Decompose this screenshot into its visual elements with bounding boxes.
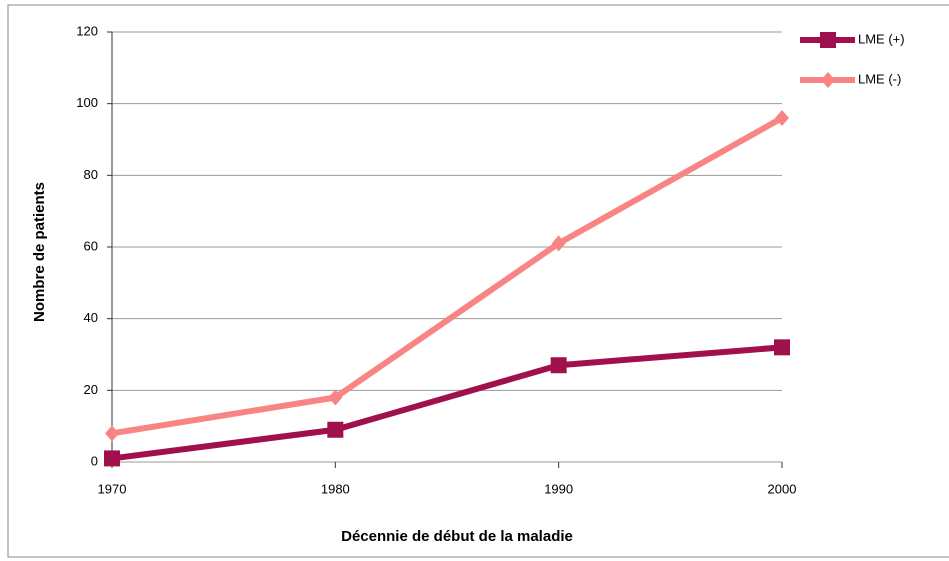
data-point <box>551 235 566 252</box>
legend-marker <box>820 32 836 48</box>
series-line <box>111 115 784 437</box>
legend-label: LME (+) <box>858 31 905 46</box>
data-point <box>775 110 789 126</box>
data-point <box>327 421 344 438</box>
x-tick-label: 1980 <box>321 481 350 496</box>
x-tick-label: 1990 <box>544 481 573 496</box>
x-tick-label: 2000 <box>768 481 797 496</box>
y-tick-label: 60 <box>84 238 98 253</box>
y-axis-label: Nombre de patients <box>31 182 48 322</box>
data-point <box>774 339 790 356</box>
x-tick-label: 1970 <box>98 481 127 496</box>
series-line <box>111 344 783 462</box>
data-point <box>328 389 343 406</box>
data-point <box>104 450 120 467</box>
y-tick-label: 120 <box>76 23 98 38</box>
legend-label: LME (-) <box>858 71 901 86</box>
y-tick-label: 40 <box>84 310 98 325</box>
y-tick-label: 20 <box>84 382 98 397</box>
chart-frame <box>7 4 949 558</box>
y-tick-label: 80 <box>84 167 98 182</box>
y-tick-label: 0 <box>91 453 98 468</box>
data-point <box>105 425 119 442</box>
x-axis-label: Décennie de début de la maladie <box>341 528 573 545</box>
legend-marker <box>821 72 835 88</box>
y-tick-label: 100 <box>76 95 98 110</box>
data-point <box>550 357 567 374</box>
